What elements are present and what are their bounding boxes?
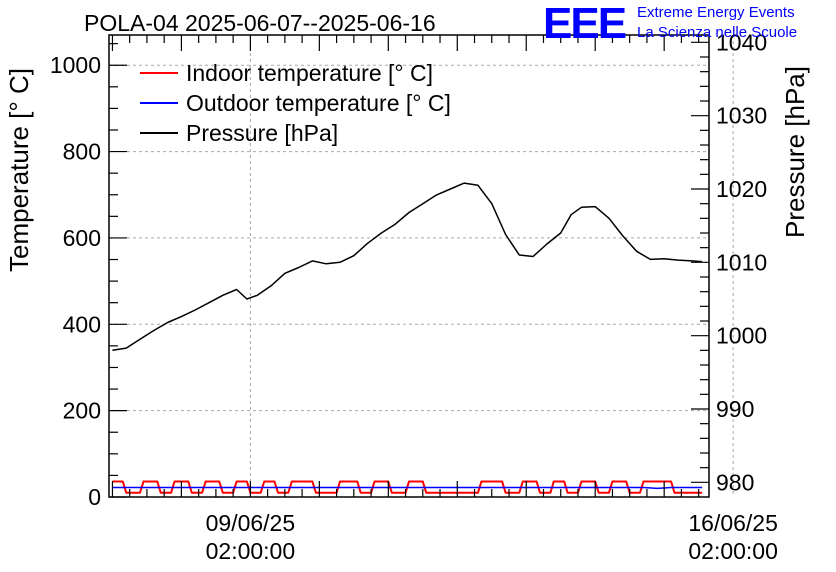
legend-label-outdoor: Outdoor temperature [° C] [186,89,451,116]
y-tick-label-right: 1010 [716,249,767,275]
legend-item-outdoor: Outdoor temperature [° C] [140,88,451,118]
axes: 0 200 400 600 800 1000 980 990 1000 1010 1020 1030 1… [50,29,778,564]
legend-label-indoor: Indoor temperature [° C] [186,59,433,86]
y-tick-label-left: 200 [63,398,101,424]
legend-label-pressure: Pressure [hPa] [186,119,339,146]
y-tick-label-right: 1020 [716,176,767,202]
y-tick-label-left: 400 [63,311,101,337]
legend-swatch-indoor [140,72,178,74]
legend-swatch-pressure [140,132,178,134]
y-tick-label-right: 1000 [716,323,767,349]
logo-caption: Extreme Energy Events La Scienza nelle S… [637,3,797,43]
legend-swatch-outdoor [140,102,178,104]
y-tick-label-left: 600 [63,225,101,251]
y-tick-label-right: 980 [716,469,754,495]
x-tick-label-time: 02:00:00 [206,538,296,564]
y-tick-label-right: 1040 [716,29,767,55]
x-tick-label-time: 02:00:00 [688,538,778,564]
eee-logo: EEE [543,0,627,48]
x-tick-label-date: 16/06/25 [688,510,778,536]
logo-line-2: La Scienza nelle Scuole [637,24,798,41]
plot-frame [108,34,710,498]
x-tick-label-date: 09/06/25 [206,510,296,536]
grid-lines [109,35,734,497]
series-line-pressure [112,182,703,352]
y-tick-label-left: 800 [63,139,101,165]
series-layer [112,182,703,494]
legend-item-pressure: Pressure [hPa] [140,118,451,148]
y-tick-label-left: 0 [88,484,101,510]
y-tick-label-left: 1000 [50,52,101,78]
y-axis-left-label: Temperature [° C] [4,67,34,272]
chart-title: POLA-04 2025-06-07--2025-06-16 [84,10,436,36]
series-line-outdoor [112,486,703,490]
legend: Indoor temperature [° C] Outdoor tempera… [140,58,451,148]
y-tick-label-right: 990 [716,396,754,422]
legend-item-indoor: Indoor temperature [° C] [140,58,451,88]
y-tick-label-right: 1030 [716,103,767,129]
y-axis-right-label: Pressure [hPa] [780,66,810,238]
logo-line-1: Extreme Energy Events [637,4,795,21]
